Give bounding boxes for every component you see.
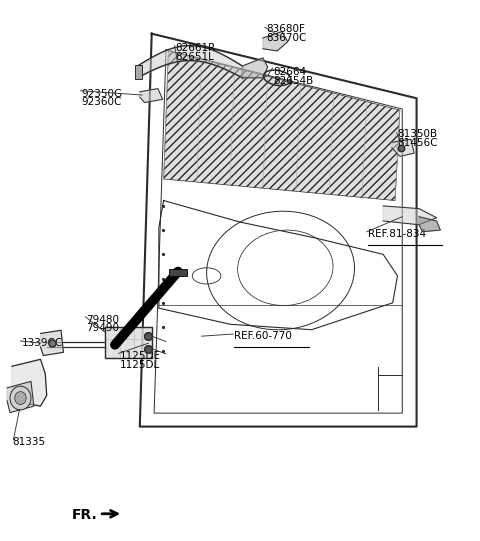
Polygon shape (419, 217, 441, 232)
Text: 79480: 79480 (86, 315, 120, 325)
Text: 82664: 82664 (274, 67, 307, 77)
Polygon shape (135, 65, 142, 79)
Text: 1125DE: 1125DE (120, 351, 161, 361)
Circle shape (10, 386, 31, 410)
Text: FR.: FR. (72, 509, 98, 523)
Polygon shape (263, 31, 288, 51)
Text: 82661R: 82661R (176, 43, 216, 54)
Text: 81350B: 81350B (397, 129, 438, 140)
Text: 82654B: 82654B (274, 76, 313, 85)
Polygon shape (140, 89, 163, 103)
Text: 82651L: 82651L (176, 52, 215, 62)
Polygon shape (7, 381, 34, 413)
Polygon shape (106, 327, 152, 358)
Polygon shape (12, 359, 47, 406)
Polygon shape (392, 139, 414, 156)
Text: 79490: 79490 (86, 323, 120, 333)
Text: 1125DL: 1125DL (120, 360, 160, 370)
Text: REF.60-770: REF.60-770 (234, 331, 292, 341)
Text: 83680F: 83680F (266, 24, 305, 34)
Text: REF.81-834: REF.81-834 (368, 228, 426, 239)
Text: 81456C: 81456C (397, 138, 438, 148)
Polygon shape (242, 58, 268, 78)
Text: 83670C: 83670C (266, 32, 307, 43)
Polygon shape (40, 330, 63, 355)
Polygon shape (169, 269, 187, 276)
Text: 1339CC: 1339CC (22, 338, 63, 348)
Circle shape (15, 392, 26, 405)
Text: 92350G: 92350G (82, 89, 123, 98)
Polygon shape (383, 206, 437, 225)
Text: 92360C: 92360C (82, 97, 122, 107)
Polygon shape (164, 51, 400, 201)
Text: 81335: 81335 (12, 437, 45, 447)
